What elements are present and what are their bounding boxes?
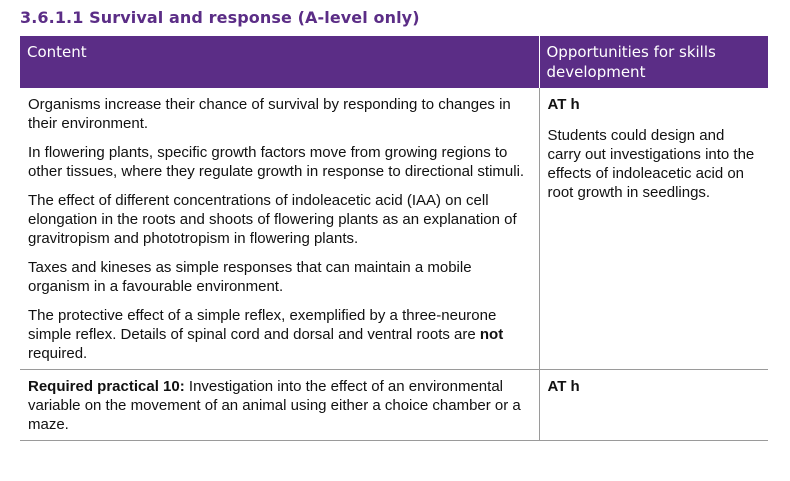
content-paragraph: The protective effect of a simple reflex…: [28, 306, 532, 363]
required-practical-text: Investigation into the effect of an envi…: [28, 378, 521, 433]
content-paragraph: The effect of different concentrations o…: [28, 192, 517, 247]
table-row: Required practical 10: Investigation int…: [20, 369, 768, 441]
content-cell: Organisms increase their chance of survi…: [20, 88, 539, 370]
skills-text: Students could design and carry out inve…: [547, 127, 755, 201]
content-table: Content Opportunities for skills develop…: [20, 36, 768, 441]
emphasis-not: not: [479, 326, 504, 343]
content-paragraph: Organisms increase their chance of survi…: [28, 96, 511, 132]
content-cell: Required practical 10: Investigation int…: [20, 369, 539, 441]
content-paragraph: Required practical 10: Investigation int…: [28, 377, 532, 434]
content-column-header: Content: [20, 36, 539, 88]
skills-cell: AT h Students could design and carry out…: [538, 88, 768, 370]
table-header-row: Content Opportunities for skills develop…: [20, 36, 768, 88]
required-practical-label: Required practical 10:: [28, 378, 185, 395]
skills-cell: AT h: [538, 369, 768, 441]
content-paragraph: In flowering plants, specific growth fac…: [28, 144, 525, 180]
table-row: Organisms increase their chance of survi…: [20, 88, 768, 370]
section-heading: 3.6.1.1 Survival and response (A-level o…: [20, 8, 420, 27]
skills-column-header: Opportunities for skills development: [538, 36, 768, 88]
content-paragraph: Taxes and kineses as simple responses th…: [28, 259, 472, 295]
skills-label: AT h: [547, 96, 580, 113]
reflex-text-end: required.: [28, 345, 88, 362]
reflex-text: The protective effect of a simple reflex…: [28, 307, 497, 343]
skills-label: AT h: [547, 378, 580, 395]
